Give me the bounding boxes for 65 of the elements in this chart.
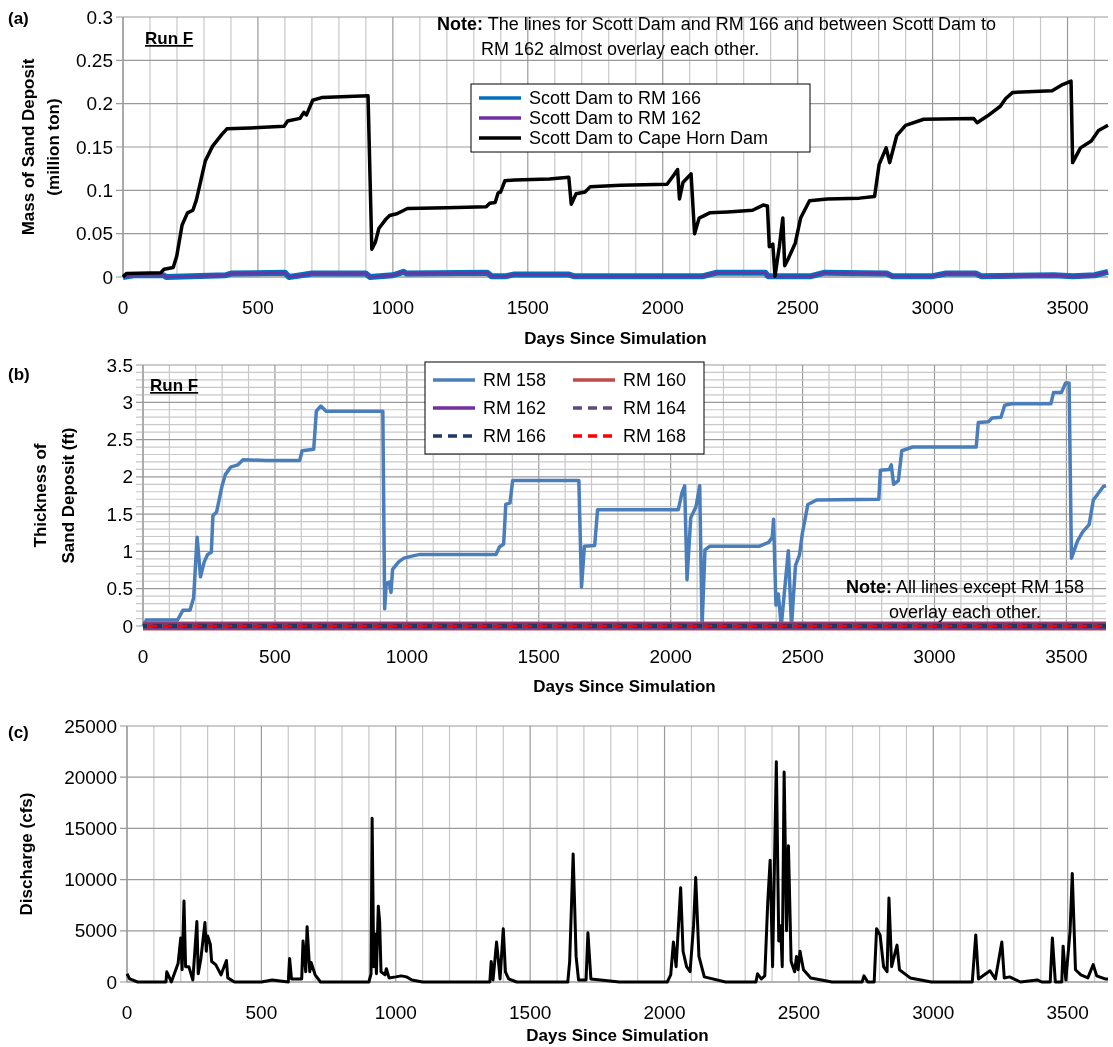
x-tick-label: 1500: [509, 1002, 552, 1023]
annotation: Run F: [150, 376, 199, 395]
x-tick-label: 3500: [1046, 297, 1089, 318]
x-tick-label: 3000: [913, 646, 956, 667]
x-tick-label: 500: [259, 646, 291, 667]
y-tick-label: 1: [122, 540, 133, 562]
y-tick-label: 15000: [64, 817, 117, 839]
legend-label: RM 158: [483, 370, 547, 390]
x-axis-title: Days Since Simulation: [533, 677, 716, 696]
y-tick-label: 0.25: [76, 49, 113, 71]
x-tick-label: 3000: [911, 297, 954, 318]
y-tick-label: 0: [106, 971, 117, 993]
y-tick-label: 0.05: [76, 223, 113, 245]
legend-label: Scott Dam to RM 166: [529, 88, 702, 108]
y-tick-label: 0.5: [106, 578, 133, 600]
y-tick-label: 0.3: [86, 6, 113, 28]
x-tick-label: 500: [242, 297, 274, 318]
text: (b): [8, 365, 30, 384]
x-tick-label: 1500: [506, 297, 549, 318]
annotation: Run F: [145, 29, 194, 48]
legend-label: RM 160: [623, 370, 687, 390]
y-tick-label: 3: [122, 391, 133, 413]
x-tick-label: 2500: [777, 1002, 821, 1023]
legend-label: RM 164: [623, 398, 687, 418]
x-tick-label: 2000: [643, 1002, 686, 1023]
y-tick-label: 3.5: [106, 354, 133, 376]
x-tick-label: 1000: [374, 1002, 417, 1023]
y-axis-title: Thickness of Sand Deposit (ft): [31, 427, 78, 564]
x-tick-label: 1500: [517, 646, 560, 667]
y-tick-label: 0.1: [86, 179, 113, 201]
legend-label: RM 168: [623, 426, 687, 446]
annotation: Note: All lines except RM 158 overlay each other.: [845, 577, 1085, 622]
text: (a): [8, 9, 29, 28]
x-tick-label: 2500: [781, 646, 824, 667]
legend-label: Scott Dam to Cape Horn Dam: [529, 128, 769, 148]
x-axis-title: Days Since Simulation: [524, 329, 707, 348]
x-tick-label: 3000: [912, 1002, 955, 1023]
y-tick-label: 10000: [64, 869, 117, 891]
x-tick-label: 0: [137, 646, 149, 667]
text: (c): [8, 723, 29, 742]
y-tick-label: 0.2: [86, 93, 113, 115]
y-tick-label: 0: [122, 615, 133, 637]
y-tick-label: 2.5: [106, 429, 133, 451]
x-axis-title: Days Since Simulation: [526, 1026, 709, 1045]
y-axis-title: Discharge (cfs): [17, 792, 36, 916]
x-tick-label: 2000: [649, 646, 692, 667]
legend-label: Scott Dam to RM 162: [529, 108, 702, 128]
y-tick-label: 0.15: [76, 136, 113, 158]
y-tick-label: 5000: [74, 920, 117, 942]
x-tick-label: 1000: [371, 297, 414, 318]
legend-label: RM 162: [483, 398, 547, 418]
y-tick-label: 25000: [64, 715, 117, 737]
x-tick-label: 3500: [1045, 646, 1088, 667]
x-tick-label: 2500: [776, 297, 819, 318]
y-tick-label: 1.5: [106, 503, 133, 525]
x-tick-label: 3500: [1046, 1002, 1089, 1023]
y-tick-label: 2: [122, 466, 133, 488]
y-tick-label: 20000: [64, 766, 117, 788]
x-tick-label: 1000: [385, 646, 428, 667]
y-axis-title: Mass of Sand Deposit (million ton): [18, 58, 63, 236]
annotation: Note: The lines for Scott Dam and RM 166 and between Scott Dam to RM 162 almost overlay each other.: [437, 14, 996, 59]
x-tick-label: 500: [245, 1002, 278, 1023]
y-tick-label: 0: [102, 266, 113, 288]
legend-label: RM 166: [483, 426, 547, 446]
x-tick-label: 2000: [641, 297, 684, 318]
